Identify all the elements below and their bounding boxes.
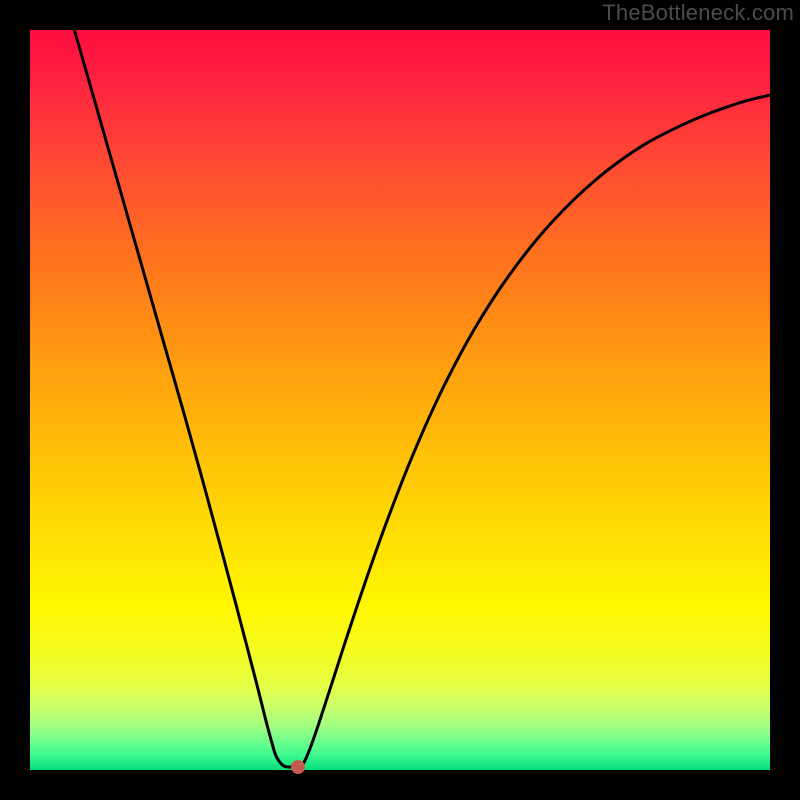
plot-background-gradient bbox=[30, 30, 770, 770]
optimum-marker bbox=[291, 760, 305, 774]
plot-frame bbox=[0, 0, 800, 800]
watermark-text: TheBottleneck.com bbox=[602, 0, 794, 26]
chart-container: TheBottleneck.com bbox=[0, 0, 800, 800]
